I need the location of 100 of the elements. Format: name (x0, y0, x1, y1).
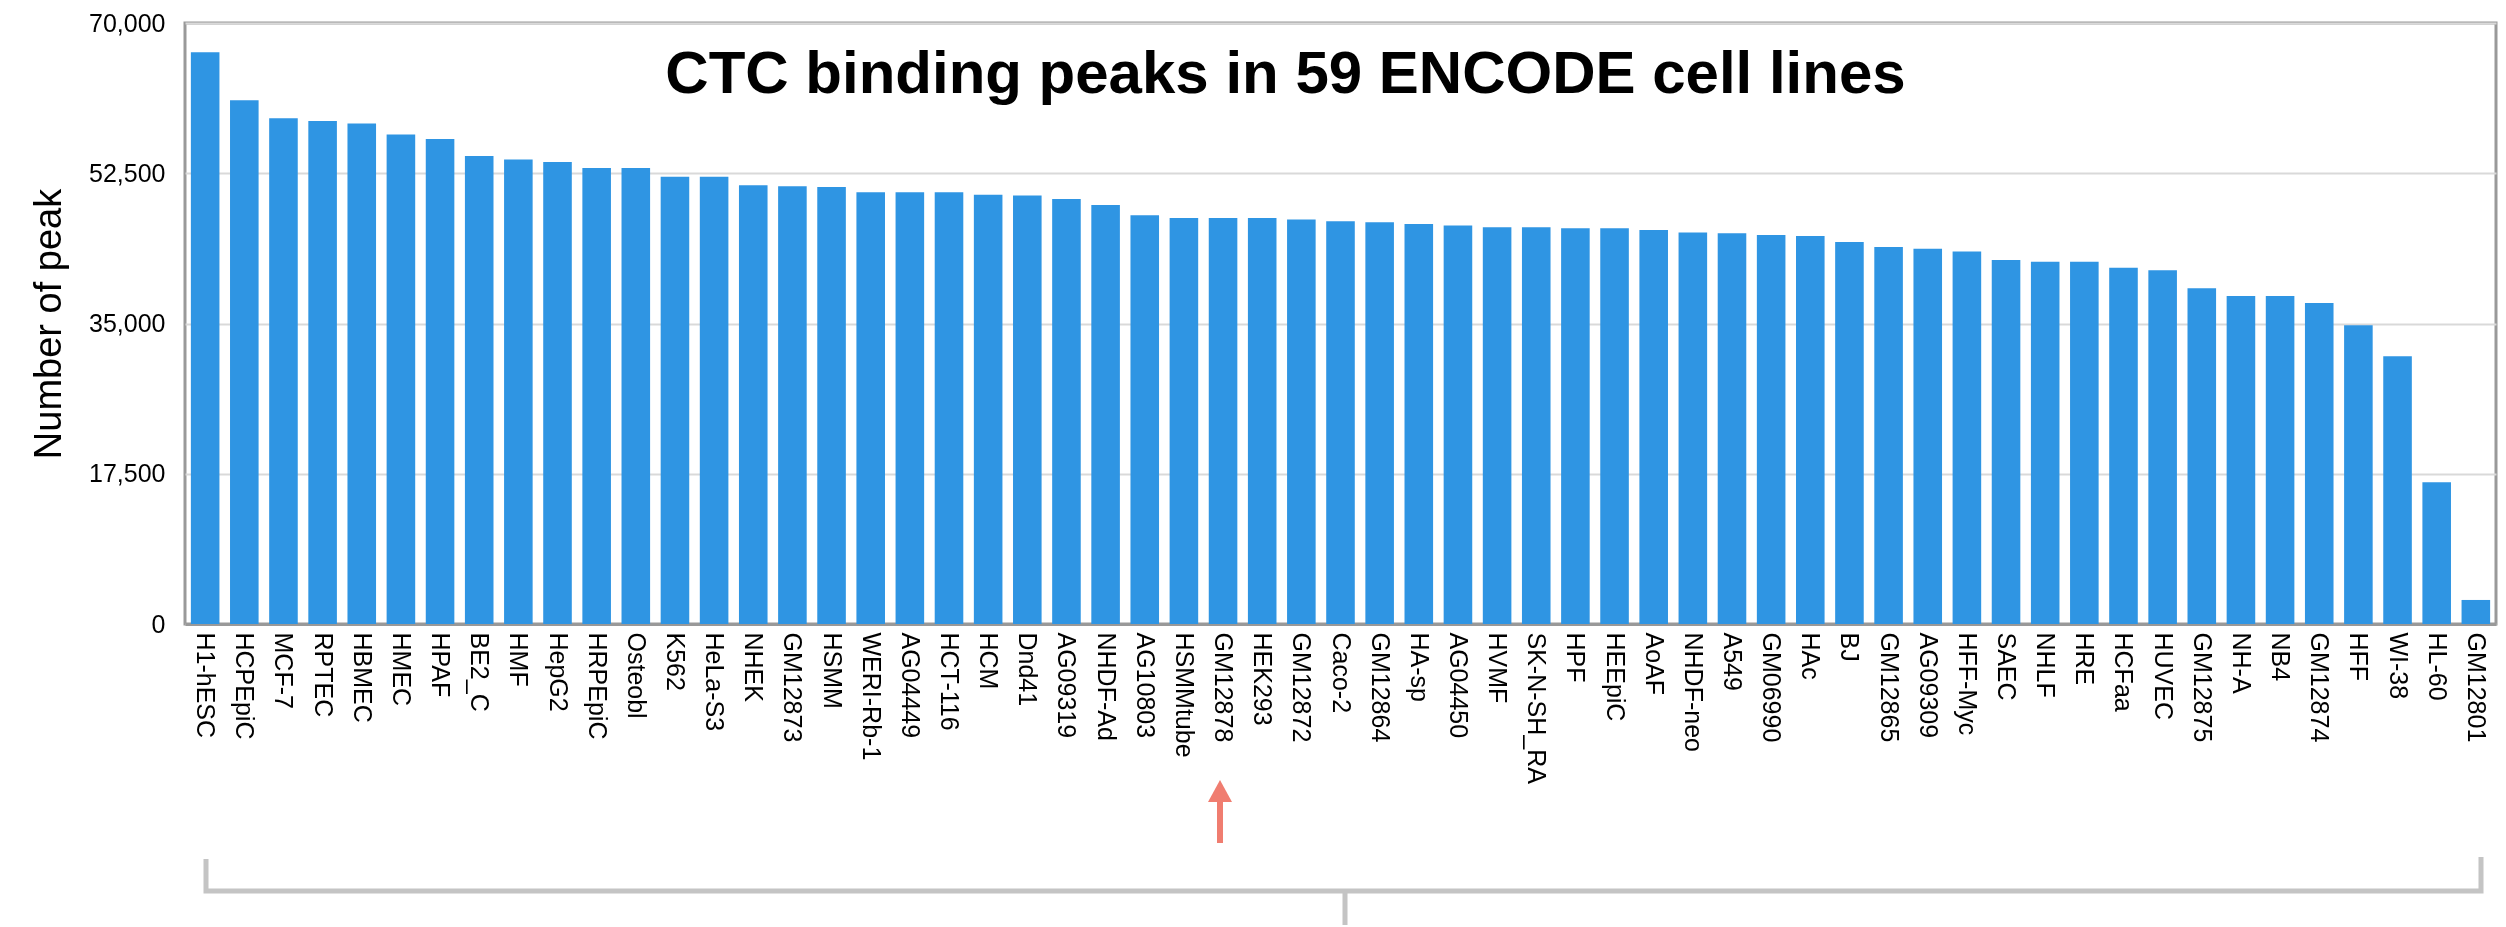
x-tick-label: NHLF (2032, 632, 2061, 698)
bar (817, 186, 846, 624)
x-tick-label: NHDF-Ad (1092, 632, 1121, 741)
x-tick-label: GM12801 (2462, 632, 2491, 743)
bar (464, 156, 494, 624)
y-tick-label: 17,500 (89, 459, 166, 488)
y-tick-label: 0 (151, 609, 166, 638)
y-axis-title: Number of peak (27, 187, 70, 460)
bar (1482, 227, 1512, 624)
bar (1013, 195, 1042, 624)
bar (2030, 261, 2060, 624)
bar (856, 192, 885, 624)
bar (738, 185, 768, 624)
bar (1561, 228, 1590, 624)
bar (1521, 227, 1551, 624)
bar (269, 118, 298, 624)
bar (1091, 205, 1120, 624)
x-tick-label: K562 (661, 632, 690, 691)
bar (1639, 229, 1668, 624)
bar (2226, 296, 2256, 624)
bar (2344, 325, 2373, 624)
bar (2265, 296, 2295, 624)
x-tick-label: HVMF (1484, 632, 1513, 704)
bar (1874, 247, 1903, 624)
bar (660, 176, 690, 624)
x-tick-label: HL-60 (2423, 632, 2452, 701)
bar (621, 168, 651, 624)
x-tick-label: GM12875 (2188, 632, 2217, 743)
x-tick-label: AG04450 (1444, 632, 1473, 739)
bar (778, 186, 807, 624)
x-tick-label: SAEC (1993, 632, 2022, 701)
bar (308, 120, 337, 624)
bar (425, 138, 455, 624)
bar (1052, 199, 1081, 624)
x-tick-label: Dnd41 (1014, 632, 1043, 707)
bar (582, 168, 611, 624)
x-tick-label: HUVEC (2149, 632, 2178, 721)
bar (1952, 251, 1982, 624)
bar (1365, 222, 1394, 624)
bar (2304, 302, 2334, 624)
bar (1678, 232, 1708, 624)
bar (386, 134, 416, 624)
x-tick-label: HBMEC (348, 632, 377, 723)
x-tick-label: SK-N-SH_RA (1523, 632, 1552, 785)
bar (2422, 482, 2451, 624)
bar (543, 162, 572, 624)
x-tick-label: GM12864 (1366, 632, 1395, 743)
x-tick-label: HFF-Myc (1953, 632, 1982, 736)
x-tick-label: HCT-116 (936, 632, 964, 731)
bar (2148, 270, 2177, 624)
y-tick-label: 70,000 (89, 8, 166, 37)
x-tick-label: HRPEpiC (583, 632, 612, 740)
bar (1835, 241, 1864, 624)
x-tick-label: AoAF (1640, 632, 1669, 696)
x-tick-label: H1-hESC (192, 632, 221, 739)
x-tick-label: HAc (1797, 632, 1826, 680)
bar (1756, 235, 1786, 624)
x-tick-label: NB4 (2267, 632, 2296, 682)
x-tick-label: GM12873 (779, 632, 808, 743)
x-tick-label: GM12878 (1210, 632, 1239, 743)
bar (1600, 228, 1629, 624)
bar (504, 159, 533, 624)
x-tick-label: AG09319 (1053, 632, 1082, 739)
x-tick-label: HSMM (818, 632, 847, 709)
x-tick-label: HMEC (387, 632, 416, 707)
x-tick-label: HCM (975, 632, 1004, 690)
y-tick-label: 35,000 (89, 309, 166, 337)
bar (1326, 221, 1355, 624)
x-tick-label: BE2_C (466, 632, 495, 712)
x-tick-label: RPTEC (309, 632, 338, 718)
bar (1796, 235, 1825, 624)
bar (2070, 261, 2099, 624)
bar (2461, 599, 2491, 624)
x-tick-label: AG10803 (1131, 632, 1160, 739)
x-tick-label: Osteobl (622, 632, 651, 719)
x-tick-label: HEK293 (1249, 632, 1278, 726)
bar (2187, 288, 2217, 624)
x-tick-label: HCFaa (2110, 632, 2139, 712)
bar (973, 194, 1003, 624)
bar (895, 192, 925, 624)
bar (934, 192, 964, 624)
x-tick-label: HFF (2345, 632, 2374, 682)
bar (1443, 225, 1473, 624)
x-tick-label: AG04449 (896, 632, 925, 739)
chart-title: CTC binding peaks in 59 ENCODE cell lines (665, 39, 1906, 106)
x-tick-label: HPF (1562, 632, 1591, 683)
bar (2383, 356, 2412, 624)
bar (699, 176, 729, 624)
x-tick-label: WERI-Rb-1 (857, 632, 886, 761)
y-tick-label: 52,500 (89, 158, 166, 187)
bar (190, 52, 220, 624)
bar (2109, 267, 2138, 624)
x-tick-label: HCPEpiC (231, 632, 260, 740)
x-tick-label: A549 (1719, 632, 1747, 691)
bar (1287, 219, 1316, 624)
x-tick-label: HeLa-S3 (701, 632, 730, 732)
x-tick-label: HRE (2071, 632, 2100, 686)
bar (1169, 217, 1199, 624)
x-tick-label: GM12872 (1288, 632, 1317, 743)
x-tick-label: HepG2 (544, 632, 573, 712)
